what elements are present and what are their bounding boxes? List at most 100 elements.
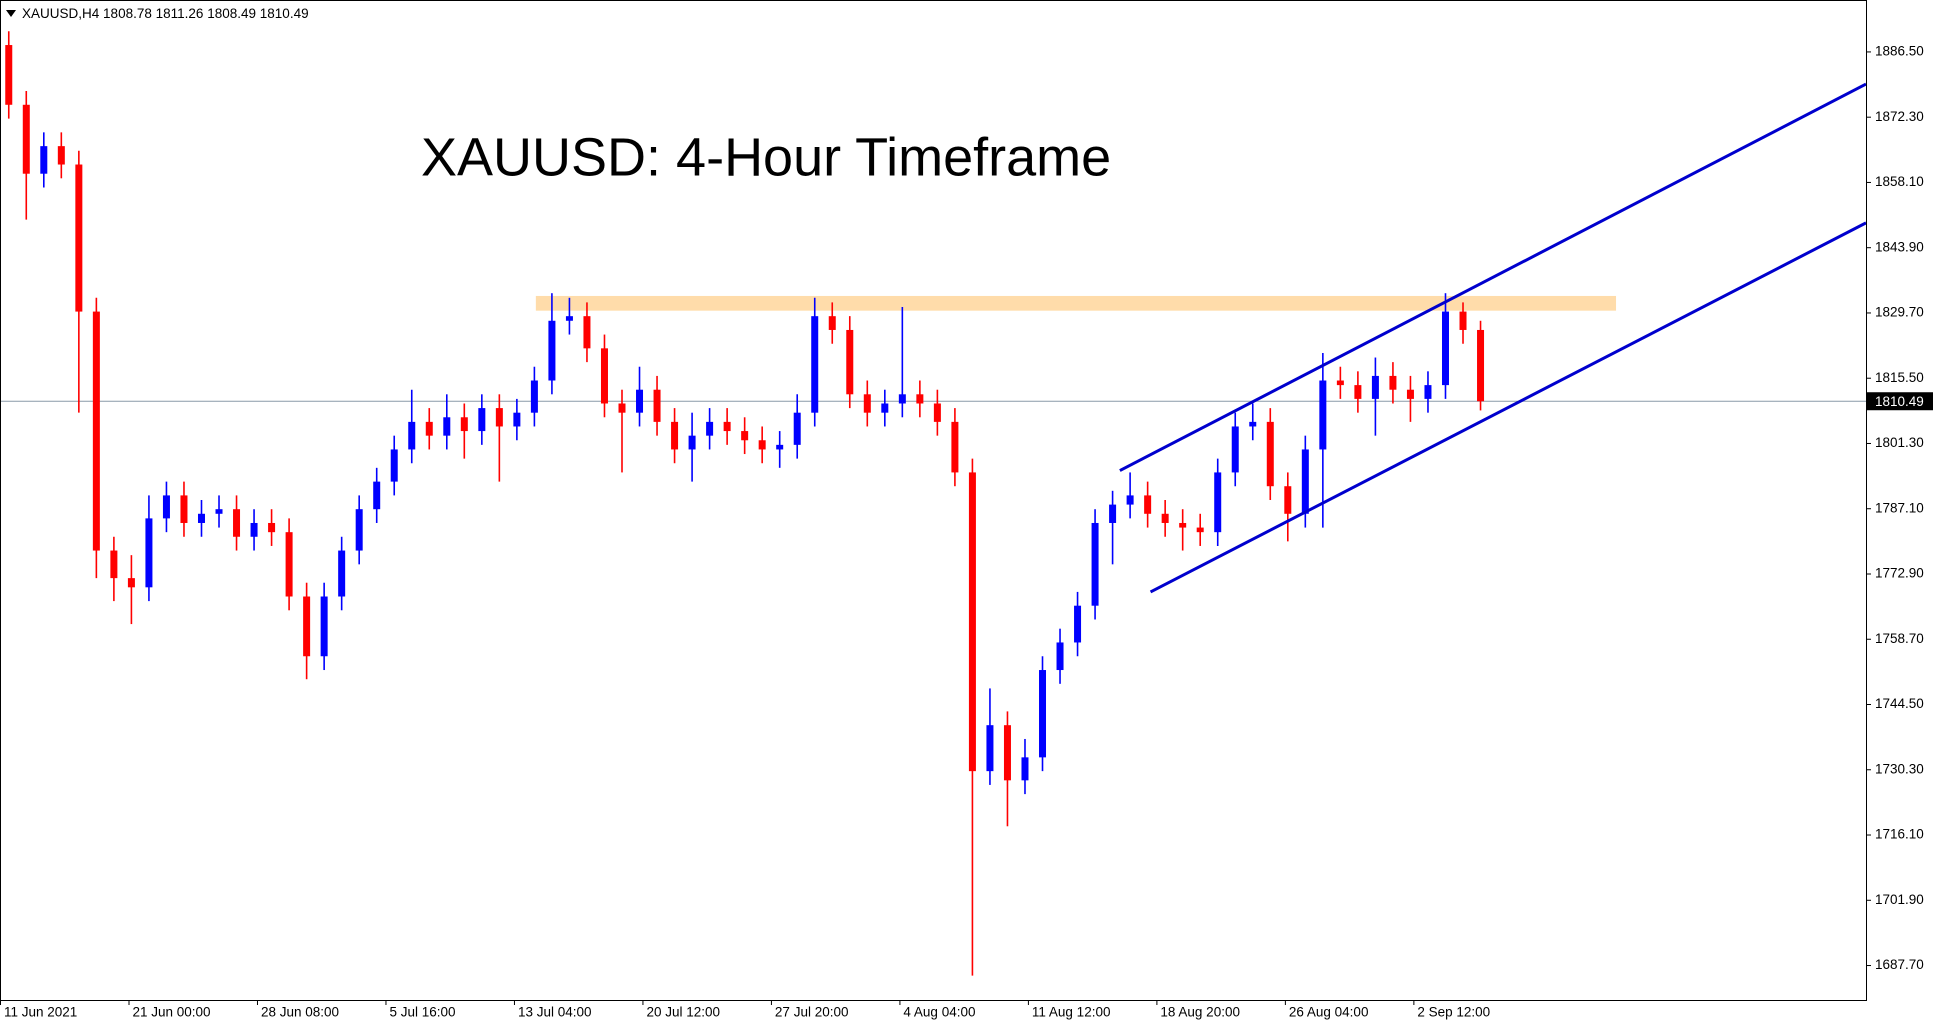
current-price-label: 1810.49 xyxy=(1875,394,1924,409)
candle-body xyxy=(303,596,311,657)
candle-body xyxy=(916,394,924,404)
y-tick-label: 1716.10 xyxy=(1875,827,1924,842)
x-tick-label: 26 Aug 04:00 xyxy=(1289,1005,1369,1020)
candle-body xyxy=(618,403,626,413)
plot-area xyxy=(0,31,1867,976)
candle-body xyxy=(1459,311,1467,330)
candle-body xyxy=(1301,449,1309,514)
candle-body xyxy=(706,421,714,436)
channel-line xyxy=(1119,82,1867,472)
candle-body xyxy=(671,421,679,450)
x-tick-label: 4 Aug 04:00 xyxy=(903,1005,975,1020)
candle-body xyxy=(513,412,521,427)
x-tick-label: 2 Sep 12:00 xyxy=(1417,1005,1490,1020)
candle-body xyxy=(1441,311,1449,386)
candle-body xyxy=(881,403,889,413)
y-tick-label: 1801.30 xyxy=(1875,435,1924,450)
x-tick-label: 13 Jul 04:00 xyxy=(518,1005,592,1020)
candle-body xyxy=(5,45,13,105)
candle-body xyxy=(1091,522,1099,606)
y-tick-label: 1829.70 xyxy=(1875,305,1924,320)
candle-body xyxy=(250,522,258,537)
candle-body xyxy=(75,164,83,312)
candle-body xyxy=(653,389,661,422)
candle-body xyxy=(1371,375,1379,399)
candle-body xyxy=(1126,495,1134,505)
y-tick-label: 1787.10 xyxy=(1875,500,1924,515)
x-tick-label: 20 Jul 12:00 xyxy=(646,1005,720,1020)
candle-body xyxy=(110,550,118,579)
candle-body xyxy=(285,532,293,597)
candle-body xyxy=(565,316,573,321)
candle-body xyxy=(425,421,433,436)
y-tick-label: 1872.30 xyxy=(1875,109,1924,124)
candle-body xyxy=(1354,385,1362,399)
candle-body xyxy=(268,522,276,533)
y-tick-label: 1687.70 xyxy=(1875,957,1924,972)
ohlc-open: 1808.78 xyxy=(103,6,152,21)
candle-body xyxy=(22,104,30,174)
candle-body xyxy=(215,509,223,514)
y-tick-label: 1858.10 xyxy=(1875,174,1924,189)
ohlc-high: 1811.26 xyxy=(156,6,204,21)
candle-body xyxy=(1249,421,1257,427)
candle-body xyxy=(1161,513,1169,523)
current-price-box xyxy=(1867,392,1933,411)
candle-body xyxy=(197,513,205,523)
candle-body xyxy=(1003,725,1011,781)
candle-body xyxy=(968,472,976,772)
candle-body xyxy=(1284,486,1292,514)
x-tick-label: 11 Jun 2021 xyxy=(4,1005,77,1020)
candle-body xyxy=(1319,380,1327,450)
chart-title: XAUUSD: 4-Hour Timeframe xyxy=(421,127,1111,187)
ohlc-close: 1810.49 xyxy=(260,6,309,21)
candle-body xyxy=(793,412,801,445)
candle-body xyxy=(863,394,871,413)
candle-body xyxy=(776,444,784,450)
candle-body xyxy=(898,394,906,404)
candle-body xyxy=(1109,504,1117,523)
y-tick-label: 1886.50 xyxy=(1875,43,1924,58)
header-arrow[interactable] xyxy=(6,10,16,17)
candle-body xyxy=(951,421,959,473)
candle-body xyxy=(92,311,100,551)
x-tick-label: 28 Jun 08:00 xyxy=(261,1005,339,1020)
y-tick-label: 1843.90 xyxy=(1875,239,1924,254)
header: XAUUSD,H4 1808.78 1811.26 1808.49 1810.4… xyxy=(22,6,309,21)
x-tick-label: 11 Aug 12:00 xyxy=(1032,1005,1111,1020)
candle-body xyxy=(741,431,749,441)
y-tick-label: 1758.70 xyxy=(1875,631,1924,646)
candle-body xyxy=(811,316,819,413)
candle-body xyxy=(986,725,994,772)
candle-body xyxy=(1144,495,1152,514)
candle-body xyxy=(338,550,346,597)
candle-body xyxy=(548,320,556,381)
candle-body xyxy=(1266,421,1274,487)
channel-line xyxy=(1149,221,1867,594)
candle-body xyxy=(162,495,170,519)
candle-body xyxy=(583,316,591,349)
candle-body xyxy=(233,509,241,537)
symbol: XAUUSD,H4 xyxy=(22,6,100,21)
candle-body xyxy=(1231,426,1239,473)
candle-body xyxy=(443,417,451,436)
candle-body xyxy=(460,417,468,432)
y-tick-label: 1744.50 xyxy=(1875,696,1924,711)
x-tick-label: 21 Jun 00:00 xyxy=(132,1005,210,1020)
candle-body xyxy=(723,421,731,432)
candle-body xyxy=(1336,380,1344,386)
x-tick-label: 27 Jul 20:00 xyxy=(775,1005,849,1020)
candle-body xyxy=(846,329,854,395)
candle-body xyxy=(408,421,416,450)
y-tick-label: 1815.50 xyxy=(1875,370,1924,385)
candle-body xyxy=(1214,472,1222,533)
candle-body xyxy=(373,481,381,510)
candle-body xyxy=(1021,757,1029,781)
candle-body xyxy=(758,440,766,450)
candle-body xyxy=(495,408,503,427)
candle-body xyxy=(828,316,836,330)
candle-body xyxy=(127,578,135,588)
